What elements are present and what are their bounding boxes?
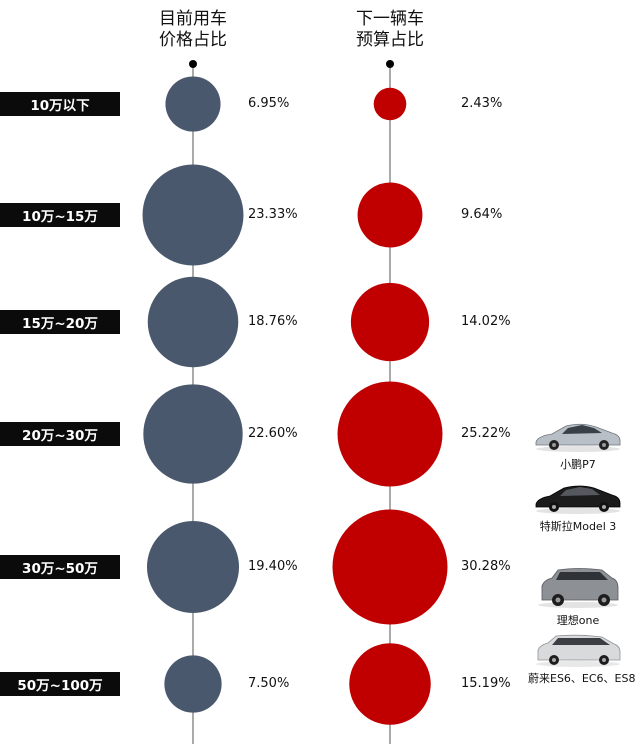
range-label-50w-100w: 50万~100万 xyxy=(0,672,120,696)
next-value-label: 9.64% xyxy=(461,207,503,222)
current-value-label: 23.33% xyxy=(248,207,298,222)
next-budget-bubble xyxy=(350,282,430,362)
range-label-under-10w: 10万以下 xyxy=(0,92,120,116)
current-title-line1: 目前用车 xyxy=(159,9,227,28)
current-value-label: 22.60% xyxy=(248,426,298,441)
sedan-car-icon xyxy=(535,485,621,514)
next-title-line1: 下一辆车 xyxy=(356,9,424,28)
car-label: 特斯拉Model 3 xyxy=(539,520,617,533)
range-label-30w-50w: 30万~50万 xyxy=(0,555,120,579)
current-price-bubble xyxy=(146,520,240,614)
current-price-bubble xyxy=(165,76,221,132)
next-budget-bubble xyxy=(349,643,431,725)
car-label: 小鹏P7 xyxy=(560,458,596,471)
next-value-label: 30.28% xyxy=(461,559,511,574)
next-value-label: 15.19% xyxy=(461,676,511,691)
current-axis-cap-dot xyxy=(189,60,197,68)
car-li-one: 理想one xyxy=(528,564,628,628)
next-value-label: 14.02% xyxy=(461,314,511,329)
car-tesla-model-3: 特斯拉Model 3 xyxy=(528,480,628,534)
current-value-label: 7.50% xyxy=(248,676,290,691)
next-budget-bubble xyxy=(373,87,407,121)
car-nio-es6-ec6-es8: 蔚来ES6、EC6、ES8 xyxy=(528,632,636,686)
next-column-title: 下一辆车 预算占比 xyxy=(330,8,450,50)
range-label-20w-30w: 20万~30万 xyxy=(0,422,120,446)
current-column-title: 目前用车 价格占比 xyxy=(133,8,253,50)
sedan-car-icon xyxy=(535,423,621,452)
current-value-label: 19.40% xyxy=(248,559,298,574)
next-title-line2: 预算占比 xyxy=(356,30,424,49)
suv-car-icon xyxy=(538,568,619,608)
next-axis-cap-dot xyxy=(386,60,394,68)
next-budget-bubble xyxy=(332,509,448,625)
current-price-bubble xyxy=(164,655,222,713)
next-budget-bubble xyxy=(337,381,443,487)
range-label-10w-15w: 10万~15万 xyxy=(0,203,120,227)
current-title-line2: 价格占比 xyxy=(159,30,227,49)
car-xpeng-p7: 小鹏P7 xyxy=(528,418,628,472)
suv-car-icon xyxy=(536,634,621,667)
current-price-bubble xyxy=(147,276,239,368)
current-price-bubble xyxy=(143,384,243,484)
next-budget-bubble xyxy=(357,182,423,248)
next-value-label: 25.22% xyxy=(461,426,511,441)
range-label-15w-20w: 15万~20万 xyxy=(0,310,120,334)
current-value-label: 6.95% xyxy=(248,96,290,111)
car-label: 理想one xyxy=(556,614,600,627)
current-price-bubble xyxy=(142,164,244,266)
current-value-label: 18.76% xyxy=(248,314,298,329)
next-value-label: 2.43% xyxy=(461,96,503,111)
car-label: 蔚来ES6、EC6、ES8 xyxy=(528,672,636,685)
